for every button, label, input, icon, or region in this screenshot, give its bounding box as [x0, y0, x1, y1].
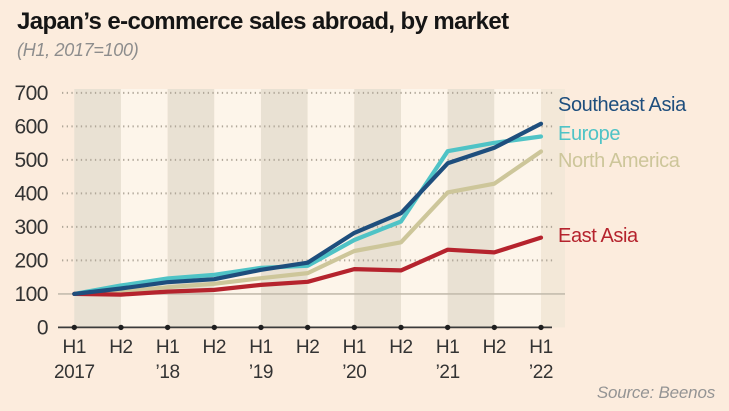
x-axis-tick-dot [351, 324, 358, 331]
y-axis-label: 300 [14, 216, 48, 239]
x-axis-half-label: H2 [203, 337, 227, 358]
legend-label-europe: Europe [558, 123, 621, 145]
x-axis-half-label: H1 [63, 337, 87, 358]
x-axis-tick-dot [118, 324, 124, 331]
band-light [307, 89, 355, 328]
x-axis-tick-dot [398, 324, 404, 331]
x-axis-tick-dot [211, 324, 218, 331]
band-dark [260, 89, 308, 328]
x-axis-tick-dot [304, 324, 311, 331]
x-axis-half-label: H1 [343, 337, 367, 358]
x-axis-year-label: ’18 [156, 362, 180, 383]
y-axis-label: 100 [14, 283, 48, 306]
x-axis-tick-dot [258, 324, 264, 331]
legend-label-southeast-asia: Southeast Asia [558, 94, 686, 116]
legend-label-north-america: North America [558, 150, 680, 172]
x-axis-tick-dot [491, 324, 498, 331]
legend-label-east-asia: East Asia [558, 225, 638, 247]
line-north-america [72, 149, 544, 296]
chart-title: Japan’s e-commerce sales abroad, by mark… [17, 8, 509, 35]
band-dark [354, 89, 401, 328]
x-axis-half-label: H2 [389, 337, 413, 358]
band-dark [447, 89, 495, 328]
band-partial [541, 89, 565, 328]
x-axis-half-label: H2 [109, 337, 133, 358]
y-axis-labels: 0 100 200 300 400 500 600 700 [14, 82, 48, 339]
x-axis-labels: H1 H2 H1 H2 H1 H2 H1 H2 H1 H2 H1 2017 ’18 ’19 ’20 ’21 ’2… [54, 337, 554, 383]
series-lines [72, 121, 544, 297]
x-axis-tick-dot [538, 324, 544, 331]
y-axis-label: 700 [14, 82, 48, 105]
line-europe [72, 134, 544, 296]
y-axis-label: 400 [14, 182, 48, 205]
x-axis-half-label: H1 [436, 337, 460, 358]
line-east-asia [72, 235, 544, 297]
line-southeast-asia [72, 121, 544, 296]
chart-subtitle: (H1, 2017=100) [17, 40, 139, 60]
x-axis-tick-dot [444, 324, 451, 331]
x-axis-half-label: H2 [483, 337, 507, 358]
background-bands [74, 89, 565, 328]
band-light [494, 89, 541, 328]
x-axis-year-label: ’22 [529, 362, 553, 383]
x-axis-year-label: 2017 [54, 362, 95, 383]
x-axis-half-label: H1 [529, 337, 553, 358]
x-axis-tick-dot [164, 324, 171, 331]
x-axis-year-label: ’19 [249, 362, 273, 383]
source-credit: Source: Beenos [596, 383, 715, 402]
x-axis-year-label: ’21 [436, 362, 460, 383]
band-light [214, 89, 261, 328]
y-axis-label: 200 [14, 249, 48, 272]
y-axis-label: 600 [14, 115, 48, 138]
y-axis-label: 500 [14, 149, 48, 172]
x-axis-year-label: ’20 [342, 362, 366, 383]
x-axis-tick-dot [71, 324, 78, 331]
x-axis-half-label: H2 [296, 337, 320, 358]
x-axis-half-label: H1 [156, 337, 180, 358]
x-axis-half-label: H1 [249, 337, 273, 358]
y-axis-label: 0 [37, 316, 48, 339]
x-axis [58, 324, 552, 331]
